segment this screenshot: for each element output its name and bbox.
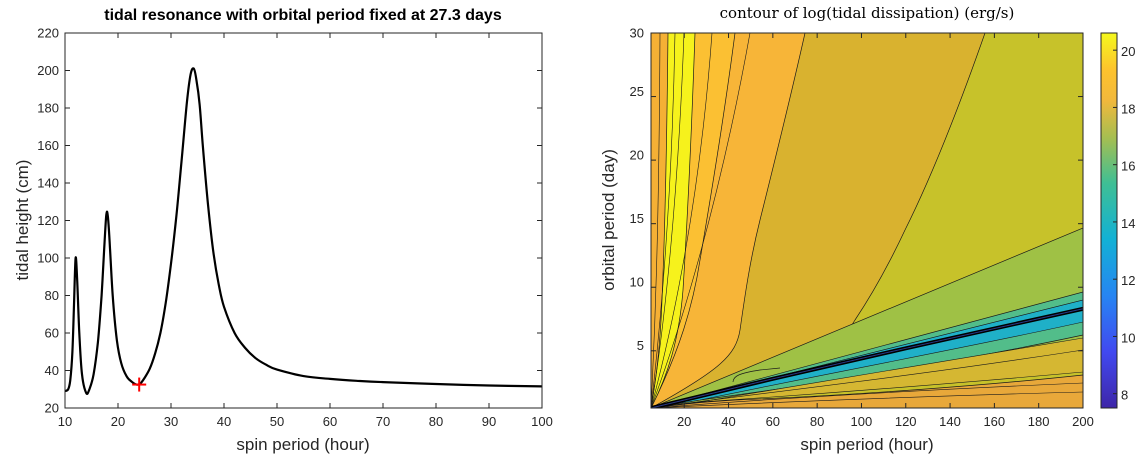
x-tick-label: 80 [429, 414, 443, 429]
colorbar-tick-label: 12 [1121, 273, 1135, 288]
x-tick-label: 30 [164, 414, 178, 429]
x-tick-label: 140 [939, 414, 961, 429]
x-tick-label: 180 [1028, 414, 1050, 429]
y-tick-marks [651, 32, 1083, 352]
x-tick-label: 100 [851, 414, 873, 429]
y-tick-label: 200 [37, 63, 59, 78]
y-tick-label: 60 [45, 326, 59, 341]
contour-line [651, 382, 1083, 408]
x-tick-marks [64, 33, 543, 408]
contour-line [651, 33, 751, 408]
y-tick-label: 20 [630, 148, 644, 163]
x-tick-label: 20 [111, 414, 125, 429]
y-tick-label: 220 [37, 26, 59, 41]
contour-line [651, 33, 661, 408]
contour-bump [732, 367, 781, 383]
y-tick-label: 160 [37, 138, 59, 153]
y-tick-label: 30 [630, 26, 644, 41]
contour-line [651, 33, 676, 408]
y-tick-label: 120 [37, 213, 59, 228]
x-tick-label: 20 [677, 414, 691, 429]
y-tick-label: 100 [37, 251, 59, 266]
colorbar-tick-label: 8 [1121, 388, 1128, 403]
contour-region-low-wedge [699, 337, 1083, 403]
tidal-dissipation-contour: contour of log(tidal dissipation) (erg/s… [599, 4, 1135, 454]
y-tick-label: 5 [637, 338, 644, 353]
contour-line [651, 391, 1083, 408]
x-tick-label: 50 [270, 414, 284, 429]
colorbar-tick-label: 14 [1121, 216, 1135, 231]
marker-plus [132, 377, 147, 392]
y-tick-label: 20 [45, 401, 59, 416]
y-tick-label: 25 [630, 84, 644, 99]
x-tick-label: 80 [810, 414, 824, 429]
tidal-resonance-chart: tidal resonance with orbital period fixe… [13, 7, 553, 454]
y-tick-label: 40 [45, 363, 59, 378]
colorbar-tick-label: 10 [1121, 330, 1135, 345]
y-tick-label: 140 [37, 176, 59, 191]
axes-box [650, 32, 1084, 409]
colorbar-tick-label: 18 [1121, 101, 1135, 116]
y-tick-label: 80 [45, 288, 59, 303]
x-tick-label: 60 [323, 414, 337, 429]
resonance-ridge-core [651, 308, 1083, 408]
x-tick-label: 120 [895, 414, 917, 429]
contour-line [651, 33, 713, 408]
x-axis-title: spin period (hour) [800, 435, 933, 454]
colorbar-tick-marks [1113, 49, 1117, 395]
chart-title: contour of log(tidal dissipation) (erg/s… [720, 4, 1015, 22]
x-tick-label: 40 [721, 414, 735, 429]
colorbar-tick-label: 20 [1121, 44, 1135, 59]
x-tick-label: 90 [482, 414, 496, 429]
plot-area [65, 33, 542, 408]
axes-box [64, 32, 543, 409]
colorbar-gradient [1100, 32, 1118, 409]
colorbar-tick-label: 16 [1121, 159, 1135, 174]
y-tick-label: 10 [630, 275, 644, 290]
y-axis-title: tidal height (cm) [13, 160, 32, 281]
y-tick-labels: 20 40 60 80 100 120 140 160 180 200 220 [37, 26, 59, 416]
contour-line [651, 349, 1083, 408]
x-tick-label: 100 [531, 414, 553, 429]
contour-line [651, 33, 685, 408]
x-tick-labels: 10 20 30 40 50 60 70 80 90 100 [58, 414, 553, 429]
x-tick-label: 40 [217, 414, 231, 429]
x-axis-title: spin period (hour) [236, 435, 369, 454]
x-tick-labels: 20 40 60 80 100 120 140 160 180 200 [677, 414, 1094, 429]
chart-title: tidal resonance with orbital period fixe… [104, 7, 502, 24]
x-tick-label: 160 [983, 414, 1005, 429]
colorbar: 8 10 12 14 16 18 20 [1100, 32, 1135, 409]
y-tick-labels: 5 10 15 20 25 30 [630, 26, 644, 354]
y-axis-title: orbital period (day) [599, 149, 618, 291]
y-tick-label: 15 [630, 211, 644, 226]
x-tick-label: 10 [58, 414, 72, 429]
x-tick-label: 60 [766, 414, 780, 429]
y-tick-label: 180 [37, 101, 59, 116]
x-tick-label: 70 [376, 414, 390, 429]
x-tick-label: 200 [1072, 414, 1094, 429]
contour-fill [651, 33, 1083, 408]
series-line [65, 67, 542, 396]
